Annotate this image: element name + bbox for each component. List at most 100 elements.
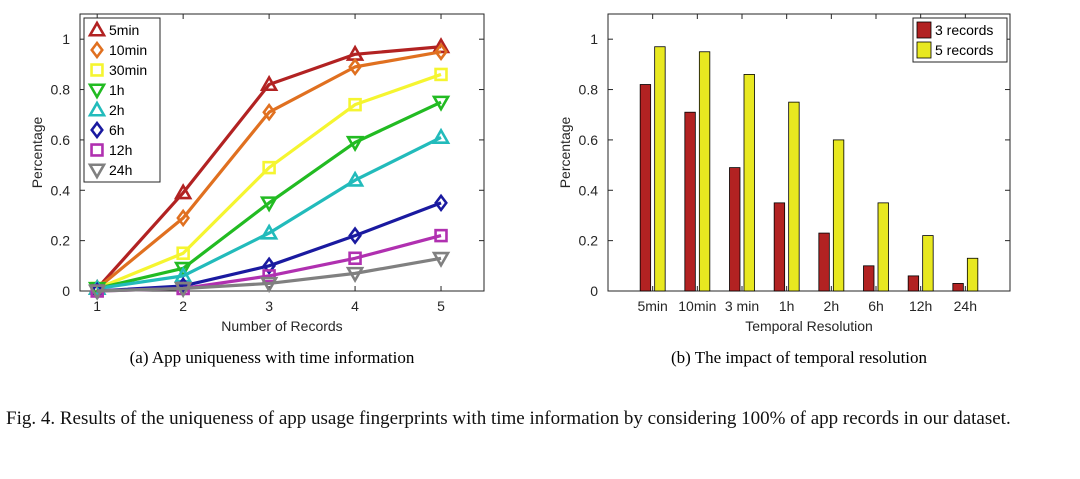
y-tick-label: 0.8 — [579, 82, 599, 98]
y-tick-label: 0 — [62, 283, 70, 299]
x-tick-label: 6h — [868, 298, 884, 314]
legend-marker-12h — [90, 143, 104, 157]
legend-label: 1h — [109, 82, 125, 98]
x-tick-label: 1 — [93, 298, 101, 314]
bar-3-records-24h — [952, 283, 964, 292]
data-point-30min — [348, 97, 362, 112]
x-axis-label: Temporal Resolution — [745, 318, 873, 334]
figure-caption: Fig. 4. Results of the uniqueness of app… — [6, 408, 1011, 429]
x-tick-label: 5min — [637, 298, 667, 314]
legend-label: 2h — [109, 102, 125, 118]
legend-label: 3 records — [935, 22, 993, 38]
data-point-2h — [259, 223, 279, 240]
data-point-10min — [434, 42, 448, 61]
legend-marker-2h — [87, 100, 107, 117]
data-point-2h — [173, 266, 193, 283]
data-point-1h — [345, 135, 365, 153]
bar-3-records-10min — [684, 111, 696, 292]
legend-label: 10min — [109, 42, 147, 58]
bar-5-records-24h — [966, 257, 979, 292]
x-tick-label: 3 min — [725, 298, 759, 314]
bar-5-records-5min — [654, 46, 666, 292]
y-axis-label: Percentage — [557, 116, 573, 188]
data-point-24h — [431, 251, 451, 268]
x-tick-label: 12h — [909, 298, 932, 314]
data-point-30min — [176, 246, 190, 260]
bar-3-records-3-min — [729, 167, 741, 292]
data-point-6h — [262, 256, 276, 275]
data-point-10min — [262, 103, 276, 122]
x-tick-label: 24h — [954, 298, 977, 314]
y-tick-label: 1 — [590, 31, 598, 47]
legend-label: 5 records — [935, 42, 993, 58]
bar-3-records-5min — [639, 84, 652, 292]
data-point-30min — [262, 160, 276, 175]
legend-swatch-5-records — [916, 41, 932, 59]
data-point-1h — [173, 261, 193, 278]
x-tick-label: 3 — [265, 298, 273, 314]
data-point-2h — [345, 170, 365, 187]
y-tick-label: 0.2 — [51, 233, 71, 249]
legend-marker-24h — [87, 163, 107, 180]
data-point-12h — [434, 228, 448, 243]
series-line-2h — [96, 135, 442, 291]
data-point-5min — [259, 74, 279, 92]
bar-5-records-10min — [698, 51, 711, 292]
legend-label: 30min — [109, 62, 147, 78]
legend-marker-6h — [90, 120, 104, 140]
y-tick-label: 0.8 — [51, 82, 71, 98]
legend-label: 12h — [109, 142, 132, 158]
data-point-2h — [431, 127, 451, 144]
data-point-1h — [431, 95, 451, 112]
x-tick-label: 1h — [779, 298, 795, 314]
y-tick-label: 0.4 — [579, 182, 599, 198]
line-chart-app-uniqueness: 0 0.2 0.4 0.6 0.8 1 1 2 3 4 5 Number of Records Perc… — [29, 13, 485, 367]
series-line-24h — [97, 256, 442, 293]
legend-marker-30min — [90, 63, 104, 77]
series-line-10min — [96, 50, 442, 290]
y-tick-label: 0.6 — [51, 132, 71, 148]
series-line-1h — [96, 100, 442, 291]
plot-area-frame — [79, 13, 485, 292]
legend-marker-10min — [90, 40, 104, 60]
y-tick-label: 0.4 — [51, 182, 71, 198]
data-point-24h — [259, 276, 279, 294]
legend-label: 6h — [109, 122, 125, 138]
data-point-12h — [348, 251, 362, 266]
data-point-30min — [434, 67, 448, 82]
x-tick-label: 10min — [678, 298, 716, 314]
data-point-6h — [348, 226, 362, 245]
plot-area-frame — [607, 13, 1011, 292]
x-tick-label: 2h — [824, 298, 840, 314]
bar-5-records-2h — [832, 139, 845, 292]
data-point-1h — [259, 196, 279, 213]
x-axis-label: Number of Records — [221, 318, 342, 334]
bar-3-records-1h — [773, 202, 786, 292]
y-tick-label: 1 — [62, 31, 70, 47]
legend-label: 24h — [109, 162, 132, 178]
data-point-24h — [173, 281, 193, 299]
data-point-10min — [348, 57, 362, 77]
subfigure-a-caption: (a) App uniqueness with time information — [130, 348, 415, 367]
series-line-5min — [96, 45, 442, 290]
legend-swatch-3-records — [916, 21, 932, 39]
legend-marker-1h — [87, 83, 107, 100]
bar-3-records-2h — [818, 232, 830, 292]
y-axis-label: Percentage — [29, 116, 45, 188]
bar-3-records-12h — [907, 275, 920, 292]
data-point-5min — [173, 183, 193, 200]
y-tick-label: 0 — [590, 283, 598, 299]
bar-5-records-12h — [922, 235, 934, 292]
x-tick-label: 5 — [437, 298, 445, 314]
series-line-6h — [97, 201, 442, 293]
y-tick-label: 0.6 — [579, 132, 599, 148]
y-tick-label: 0.2 — [579, 233, 599, 249]
legend-marker-5min — [87, 20, 107, 37]
data-point-6h — [434, 193, 448, 213]
data-point-24h — [345, 266, 365, 283]
legend-label: 5min — [109, 22, 139, 38]
series-line-30min — [96, 72, 442, 290]
x-tick-label: 2 — [179, 298, 187, 314]
data-point-12h — [262, 269, 276, 283]
bar-5-records-6h — [877, 202, 889, 292]
